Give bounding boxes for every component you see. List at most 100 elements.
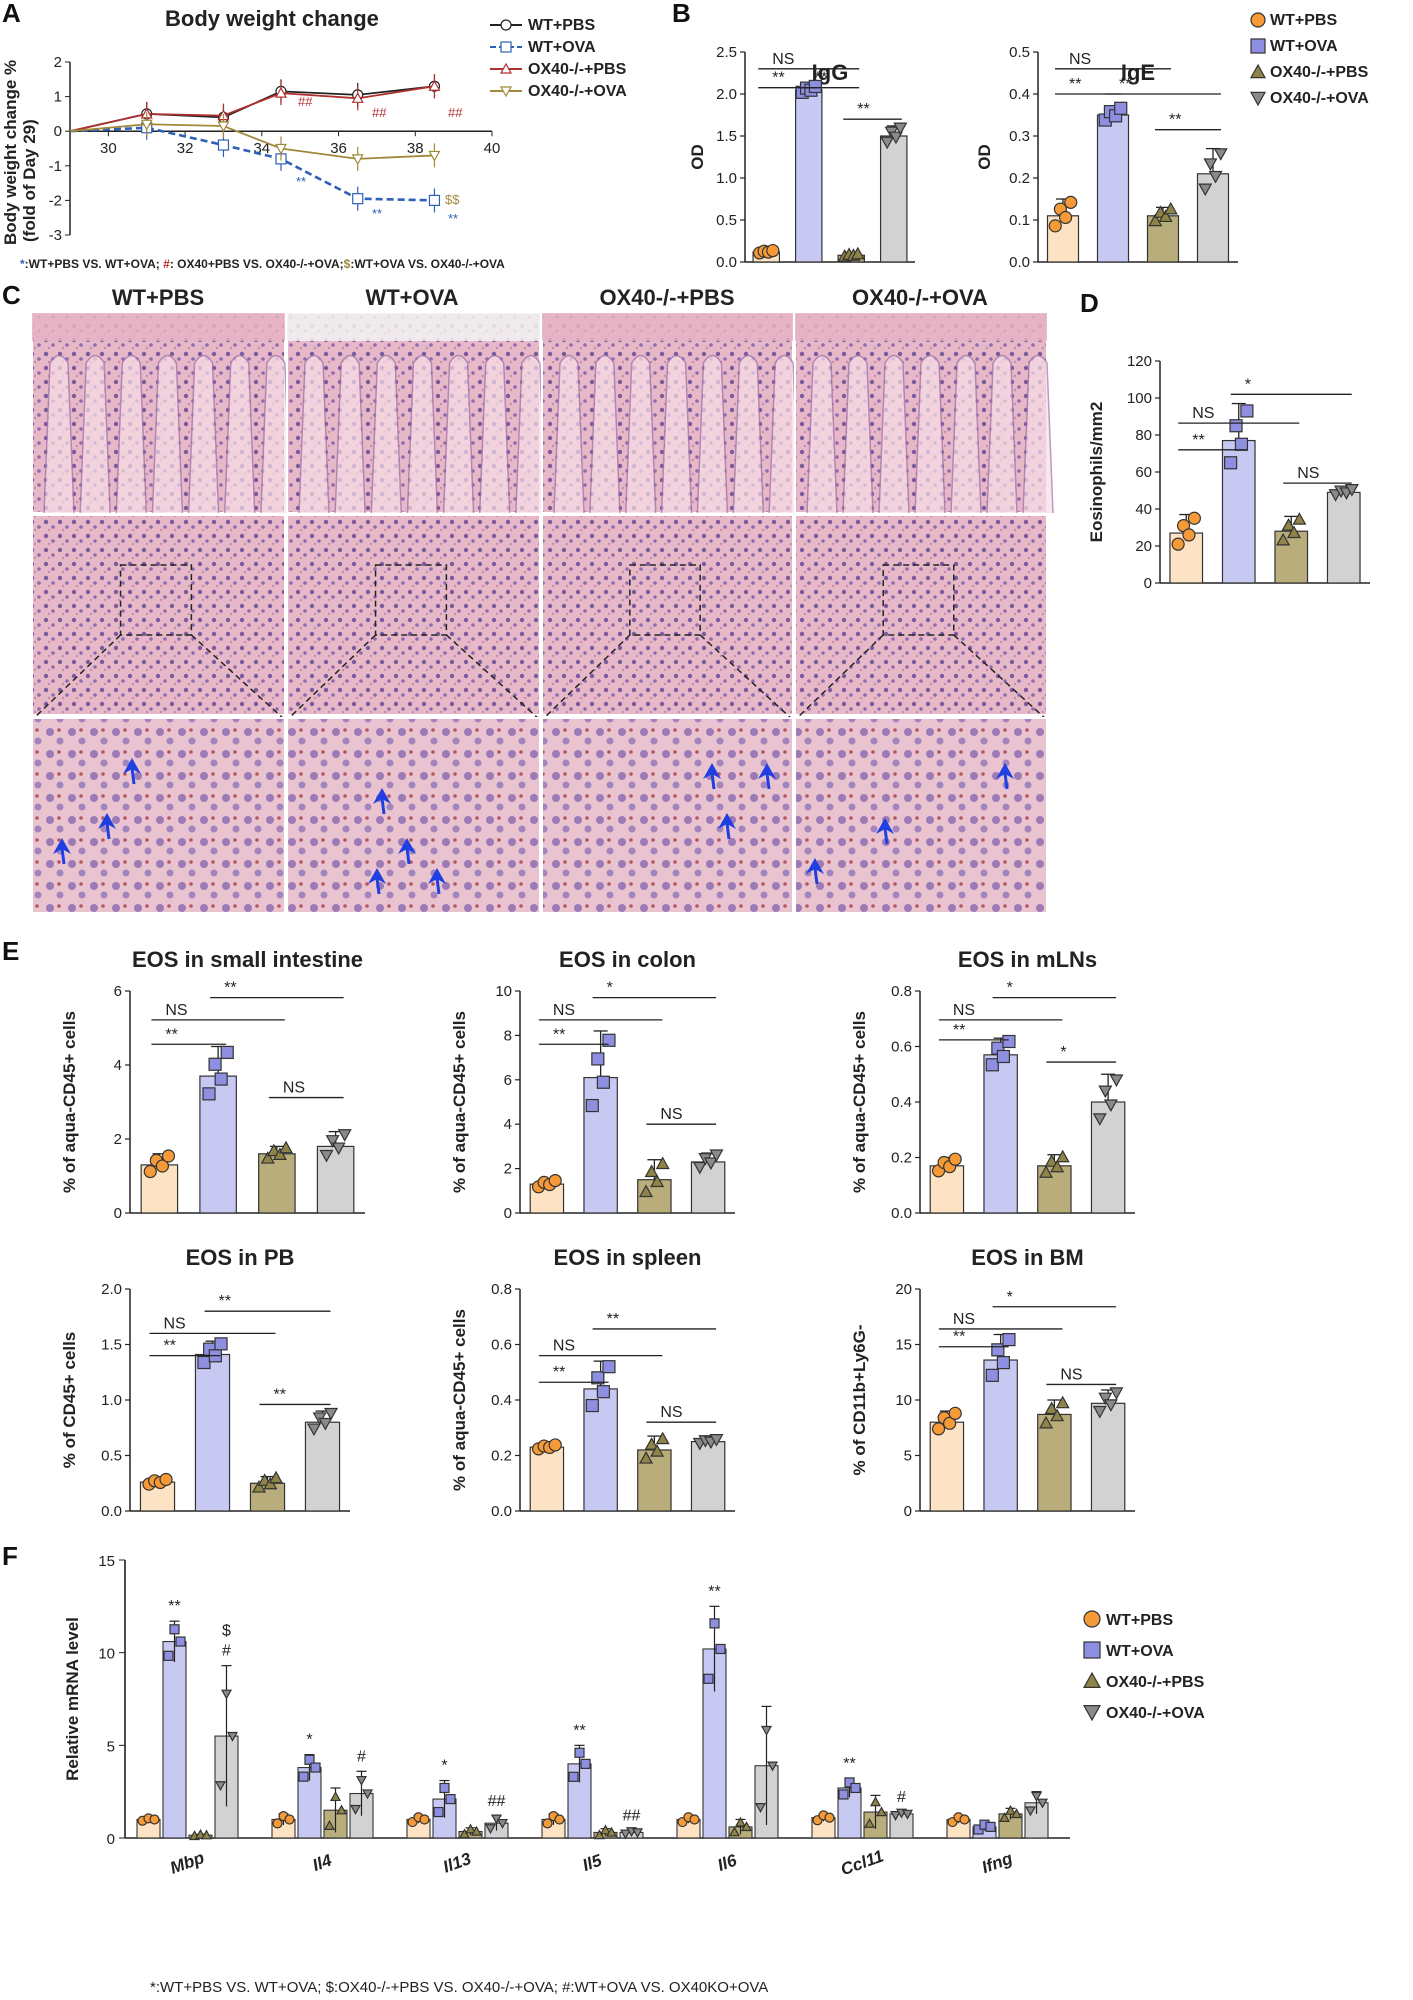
series-line-3 bbox=[69, 85, 435, 133]
panel-letter-d: D bbox=[1080, 288, 1099, 318]
legend-marker bbox=[1083, 1641, 1101, 1659]
data-point bbox=[1044, 1401, 1059, 1415]
data-point bbox=[875, 1806, 888, 1817]
data-point bbox=[869, 1796, 882, 1807]
data-point bbox=[850, 246, 865, 260]
y-axis-label: % of CD11b+Ly6G- bbox=[850, 1325, 869, 1476]
villus-shape bbox=[553, 354, 585, 514]
data-point bbox=[1058, 210, 1073, 225]
data-point bbox=[948, 1406, 962, 1420]
data-point bbox=[948, 1152, 962, 1166]
data-point bbox=[310, 1762, 321, 1773]
sig-label: * bbox=[441, 1758, 447, 1775]
data-point bbox=[596, 1385, 611, 1399]
data-point bbox=[214, 1337, 228, 1351]
data-point bbox=[703, 1673, 714, 1684]
eosinophil-arrow-shaft bbox=[710, 772, 716, 790]
data-point bbox=[214, 1072, 228, 1086]
data-point bbox=[1234, 437, 1249, 451]
y-tick-label: 15 bbox=[98, 1553, 115, 1570]
data-point bbox=[631, 1828, 644, 1839]
series-line-2 bbox=[69, 126, 435, 202]
y-tick-label: 2 bbox=[114, 1131, 122, 1148]
data-point bbox=[226, 1731, 239, 1742]
sig-label: NS bbox=[1060, 1366, 1082, 1383]
eosinophil-arrow-shaft bbox=[60, 847, 66, 865]
bar-4 bbox=[1090, 1402, 1126, 1512]
data-point bbox=[766, 243, 780, 258]
data-point bbox=[1048, 219, 1062, 233]
data-point bbox=[1163, 201, 1178, 215]
panel-a-annot-hash-3: ## bbox=[448, 105, 463, 120]
data-point bbox=[1036, 1798, 1049, 1809]
sig-label: NS bbox=[165, 1002, 187, 1019]
y-tick-label: 2 bbox=[54, 54, 62, 71]
chart-E-mln: 0.0 0.2 0.4 0.6 0.8 EOS in mLNs % of aqua-CD45… bbox=[850, 947, 1135, 1222]
data-point bbox=[703, 1157, 718, 1171]
y-tick-label: 5 bbox=[904, 1448, 912, 1465]
data-point bbox=[1050, 1408, 1065, 1422]
y-tick-label: 0.6 bbox=[491, 1337, 512, 1354]
sig-label: # bbox=[357, 1748, 366, 1765]
zoom-box bbox=[629, 564, 701, 636]
data-point bbox=[689, 1814, 700, 1825]
data-point bbox=[274, 86, 288, 98]
eosinophil-arrow bbox=[806, 858, 824, 874]
eosinophil-arrow bbox=[368, 868, 386, 884]
data-point bbox=[1286, 525, 1301, 539]
sig-label: ** bbox=[164, 1338, 176, 1355]
eosinophil-arrow bbox=[373, 788, 391, 804]
villus-shape bbox=[406, 354, 439, 514]
data-point bbox=[599, 1824, 612, 1835]
tissue-surface bbox=[795, 313, 1047, 341]
data-point bbox=[1344, 483, 1359, 497]
zoom-line bbox=[190, 634, 286, 721]
villus-shape bbox=[624, 354, 657, 514]
legend-label-4: OX40-/-+OVA bbox=[528, 83, 627, 100]
eosinophil-arrow bbox=[758, 763, 776, 779]
data-point bbox=[639, 1184, 654, 1198]
data-point bbox=[734, 1816, 747, 1827]
data-point bbox=[880, 136, 895, 150]
bar-4 bbox=[304, 1421, 341, 1512]
data-point bbox=[325, 1135, 340, 1148]
bar-4 bbox=[1326, 491, 1361, 584]
series-line-4 bbox=[69, 123, 435, 160]
data-point bbox=[1092, 1405, 1107, 1419]
sig-label: ** bbox=[1069, 76, 1081, 93]
data-point bbox=[709, 1149, 724, 1163]
y-tick-label: -3 bbox=[49, 227, 62, 244]
x-tick-label: 40 bbox=[484, 140, 501, 157]
category-label-2: Il4 bbox=[310, 1850, 335, 1875]
data-point bbox=[1158, 209, 1173, 223]
histology-image bbox=[794, 717, 1048, 914]
data-point bbox=[278, 1140, 294, 1154]
data-point bbox=[1276, 532, 1291, 546]
data-point bbox=[568, 1771, 579, 1782]
eosinophil-arrow-shaft bbox=[765, 772, 771, 790]
chart-E-si: 0 2 4 6 EOS in small intestine % of aqua-CD45… bbox=[60, 947, 365, 1222]
data-point bbox=[1092, 1113, 1107, 1126]
category-label-6: Ccl11 bbox=[838, 1846, 886, 1879]
bar-3 bbox=[1037, 1413, 1072, 1512]
data-point bbox=[1055, 1395, 1070, 1409]
data-point bbox=[824, 1812, 835, 1823]
data-point bbox=[1024, 1806, 1037, 1817]
y-tick-label: 0.0 bbox=[101, 1503, 122, 1520]
data-point bbox=[996, 1049, 1011, 1064]
panel-letter-f: F bbox=[2, 1541, 18, 1571]
panel-f-grouped-bar-chart: 0 5 10 15 Relative mRNA level Mbp Il4 Il13 Il5 Il… bbox=[63, 1553, 1070, 1879]
data-point bbox=[298, 1771, 309, 1782]
data-point bbox=[220, 1689, 233, 1700]
data-point bbox=[1039, 1415, 1054, 1429]
data-point bbox=[1050, 1159, 1065, 1173]
sig-label: ** bbox=[772, 70, 784, 87]
y-tick-label: -1 bbox=[49, 158, 62, 175]
data-point bbox=[197, 1355, 211, 1370]
data-point bbox=[740, 1821, 753, 1832]
sig-label: ** bbox=[708, 1583, 720, 1600]
data-point bbox=[1114, 101, 1128, 115]
data-point bbox=[175, 1636, 186, 1647]
sig-label: NS bbox=[1069, 51, 1091, 68]
